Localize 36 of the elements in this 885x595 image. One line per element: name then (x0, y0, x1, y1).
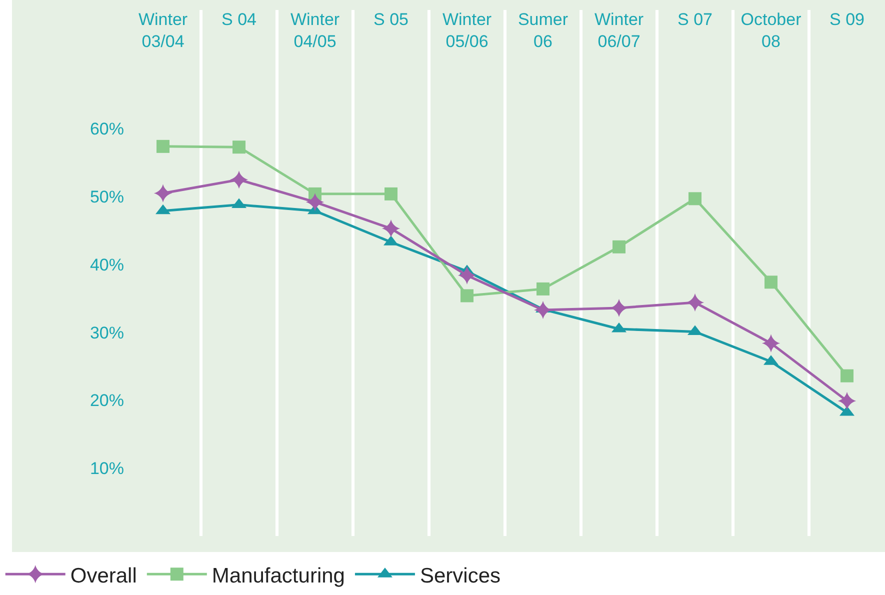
x-tick-label: Sumer 06 (518, 10, 568, 51)
y-tick-label: 40% (90, 255, 124, 274)
point (762, 334, 780, 352)
x-tick-label: S 09 (830, 10, 864, 29)
point (458, 266, 476, 284)
y-tick-label: 60% (90, 120, 124, 139)
point (536, 282, 550, 296)
legend-label: Overall (70, 564, 137, 588)
point (156, 140, 170, 153)
point (686, 293, 704, 312)
point (384, 187, 398, 200)
x-tick-label: Winter 05/06 (442, 10, 492, 51)
point (764, 276, 778, 289)
point (382, 219, 400, 238)
x-tick-label: S 05 (374, 10, 408, 29)
x-tick-label: S 04 (222, 10, 256, 29)
legend-label: Manufacturing (212, 564, 345, 588)
x-tick-label: October 08 (740, 10, 802, 51)
x-tick-label: Winter 06/07 (594, 10, 644, 51)
point (460, 289, 474, 302)
point (154, 184, 172, 202)
y-tick-label: 50% (90, 188, 124, 207)
point (688, 192, 702, 206)
point (612, 240, 626, 254)
point (838, 392, 856, 410)
y-tick-label: 20% (90, 391, 124, 410)
point (840, 369, 854, 382)
point (230, 170, 248, 189)
y-tick-label: 10% (90, 459, 124, 478)
x-tick-label: Winter 03/04 (138, 10, 188, 51)
x-tick-label: S 07 (678, 10, 712, 29)
point (306, 192, 324, 212)
x-tick-label: Winter 04/05 (290, 10, 340, 51)
y-tick-label: 30% (90, 323, 124, 342)
legend-label: Services (420, 564, 500, 588)
point (232, 140, 246, 154)
